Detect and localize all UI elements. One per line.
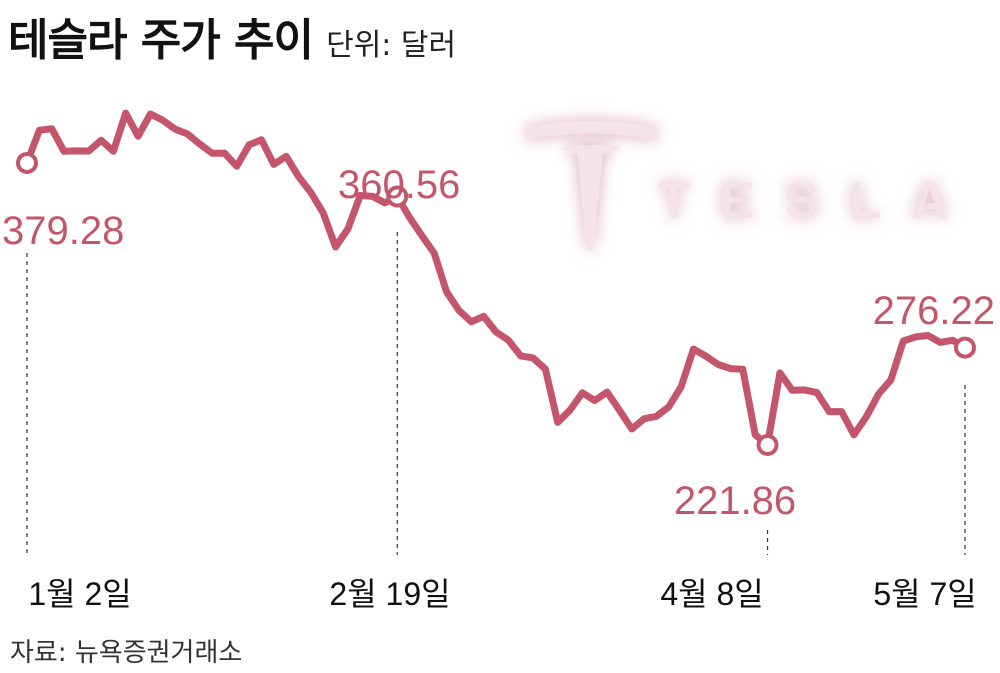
stock-price-line	[23, 109, 969, 449]
annotation-value-label: 276.22	[873, 289, 995, 333]
x-tick-label: 4월 8일	[660, 576, 763, 612]
title-row: 테슬라 주가 추이 단위: 달러	[8, 4, 456, 68]
annotation-marker	[16, 151, 38, 174]
annotation-value-label: 379.28	[2, 209, 124, 253]
annotation-value-label: 360.56	[338, 163, 460, 207]
tesla-t-logo-icon	[525, 121, 658, 250]
x-tick-labels: 1월 2일 2월 19일 4월 8일 5월 7일	[28, 576, 976, 612]
unit-label: 단위: 달러	[326, 28, 457, 63]
source-note: 자료: 뉴욕증권거래소	[10, 638, 243, 668]
x-tick-label: 2월 19일	[329, 576, 450, 612]
guide-lines	[26, 232, 966, 555]
annotation-marker	[756, 434, 779, 457]
x-tick-label: 5월 7일	[873, 576, 976, 612]
annotation-marker	[386, 185, 409, 208]
chart-title: 테슬라 주가 추이	[8, 15, 314, 66]
x-tick-label: 1월 2일	[28, 576, 131, 612]
annotation-labels: 379.28 360.56 221.86 276.22	[2, 163, 995, 523]
tesla-logo: TESLA	[525, 121, 978, 250]
annotation-value-label: 221.86	[674, 479, 796, 523]
tesla-wordmark: TESLA	[658, 172, 978, 230]
annotation-markers	[16, 151, 976, 457]
annotation-marker	[954, 336, 976, 359]
